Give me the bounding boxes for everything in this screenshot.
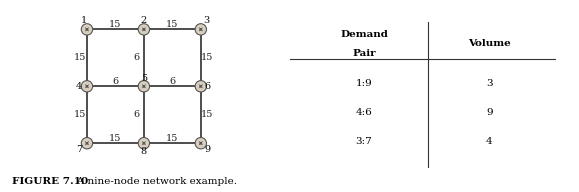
Circle shape — [143, 142, 145, 144]
Circle shape — [86, 28, 88, 31]
Text: 4:6: 4:6 — [356, 108, 372, 118]
Circle shape — [81, 24, 93, 35]
Text: 3: 3 — [486, 79, 493, 88]
Text: 6: 6 — [204, 82, 210, 91]
Circle shape — [195, 137, 207, 149]
Text: 15: 15 — [109, 134, 122, 143]
Text: 2: 2 — [141, 16, 147, 25]
Circle shape — [200, 142, 202, 144]
Text: FIGURE 7.10: FIGURE 7.10 — [12, 177, 88, 186]
Circle shape — [200, 28, 202, 31]
Circle shape — [81, 137, 93, 149]
Text: 15: 15 — [74, 53, 86, 62]
Text: 15: 15 — [74, 110, 86, 119]
Text: 6: 6 — [169, 77, 175, 86]
Text: 1:9: 1:9 — [356, 79, 372, 88]
Circle shape — [195, 81, 207, 92]
Circle shape — [143, 85, 145, 87]
Text: 4: 4 — [76, 82, 82, 91]
Text: A nine-node network example.: A nine-node network example. — [67, 177, 237, 186]
Text: 5: 5 — [141, 74, 147, 83]
Text: 15: 15 — [109, 20, 122, 29]
Text: 6: 6 — [133, 110, 140, 119]
Text: 15: 15 — [201, 110, 213, 119]
Text: 15: 15 — [166, 134, 178, 143]
Circle shape — [138, 137, 149, 149]
Text: 1: 1 — [80, 16, 87, 25]
Circle shape — [86, 142, 88, 144]
Text: 7: 7 — [76, 145, 82, 154]
Circle shape — [86, 85, 88, 87]
Text: 9: 9 — [204, 145, 210, 154]
Circle shape — [138, 81, 149, 92]
Text: 9: 9 — [486, 108, 493, 118]
Circle shape — [195, 24, 207, 35]
Text: Pair: Pair — [352, 49, 376, 58]
Text: Volume: Volume — [468, 39, 511, 48]
Circle shape — [200, 85, 202, 87]
Text: 3:7: 3:7 — [356, 137, 372, 146]
Circle shape — [81, 81, 93, 92]
Circle shape — [143, 28, 145, 31]
Text: Demand: Demand — [340, 30, 388, 39]
Text: 4: 4 — [486, 137, 493, 146]
Text: 15: 15 — [201, 53, 213, 62]
Text: 6: 6 — [133, 53, 140, 62]
Text: 15: 15 — [166, 20, 178, 29]
Text: 8: 8 — [141, 147, 147, 156]
Text: 6: 6 — [112, 77, 119, 86]
Circle shape — [138, 24, 149, 35]
Text: 3: 3 — [203, 16, 209, 25]
